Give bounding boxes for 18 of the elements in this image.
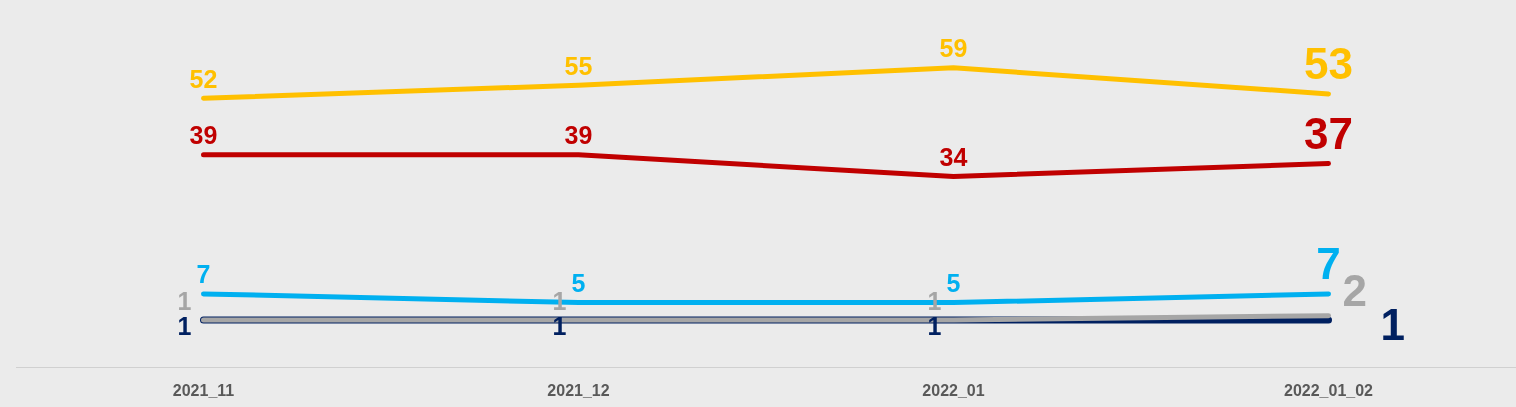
data-label: 2 <box>1342 265 1367 315</box>
x-tick-label: 2022_01_02 <box>1284 381 1374 399</box>
data-label: 1 <box>1380 300 1405 350</box>
data-label: 39 <box>189 121 218 150</box>
x-tick-label: 2022_01 <box>922 381 985 399</box>
data-label: 5 <box>946 268 961 297</box>
data-label: 7 <box>196 260 211 289</box>
x-tick-label: 2021_12 <box>547 381 610 399</box>
x-tick-label: 2021_11 <box>172 381 235 399</box>
data-label: 37 <box>1304 108 1353 158</box>
data-label: 53 <box>1304 39 1353 89</box>
data-label: 5 <box>571 268 586 297</box>
data-label: 52 <box>189 64 218 93</box>
data-label: 39 <box>564 121 593 150</box>
data-label: 55 <box>564 51 593 80</box>
data-label: 34 <box>939 142 968 171</box>
data-label: 59 <box>939 34 968 63</box>
data-label: 7 <box>1316 239 1341 289</box>
